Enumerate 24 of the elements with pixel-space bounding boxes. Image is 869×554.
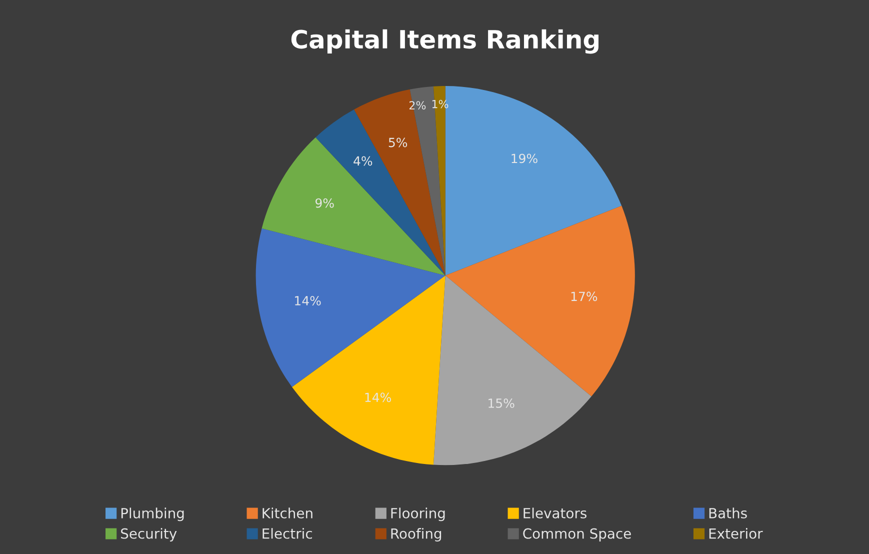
legend-label: Roofing — [391, 528, 442, 542]
legend-label: Security — [121, 528, 177, 542]
legend-label: Baths — [709, 508, 747, 518]
pie-slice — [262, 137, 446, 276]
data-label: 4% — [354, 156, 372, 166]
legend-label: Flooring — [391, 508, 445, 522]
legend-label: Electric — [262, 528, 312, 539]
pie-slice — [256, 228, 446, 387]
pie-slice — [316, 109, 446, 276]
data-label: 17% — [571, 292, 598, 302]
data-label: 14% — [295, 296, 321, 306]
legend-label: Exterior — [709, 528, 763, 539]
data-label: 19% — [512, 154, 538, 164]
legend-label: Kitchen — [262, 508, 312, 518]
data-label: 14% — [365, 392, 391, 402]
data-label: 15% — [488, 398, 514, 408]
chart-title: Capital Items Ranking — [291, 29, 598, 54]
legend-label: Plumbing — [121, 508, 184, 522]
data-label: 9% — [315, 198, 334, 208]
data-label: 5% — [388, 138, 408, 148]
pie-slice — [292, 276, 446, 465]
pie-slice — [445, 206, 635, 396]
legend-label: Elevators — [524, 508, 586, 518]
legend-label: Common Space — [523, 528, 631, 542]
